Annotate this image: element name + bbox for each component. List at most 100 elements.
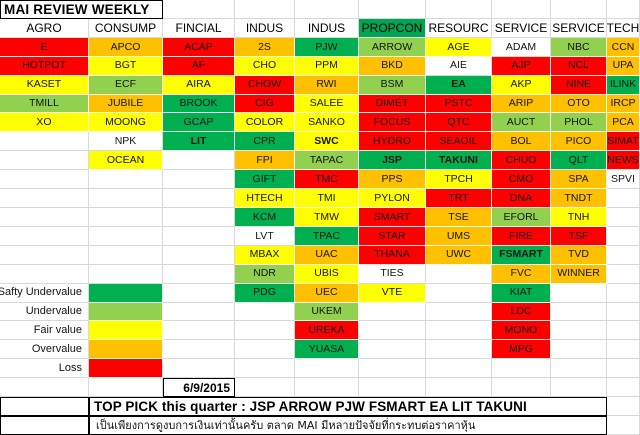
ticker-cell-cmo[interactable]: CMO [492,170,551,190]
ticker-cell-ajp[interactable]: AJP [492,56,551,76]
empty-cell[interactable] [163,302,235,322]
empty-cell[interactable] [235,302,295,322]
ticker-cell-ums[interactable]: UMS [426,226,492,246]
empty-cell[interactable] [551,340,607,360]
ticker-cell-tvd[interactable]: TVD [551,245,607,265]
empty-cell[interactable] [607,302,640,322]
ticker-cell-vte[interactable]: VTE [359,283,426,303]
ticker-cell-tmw[interactable]: TMW [295,207,359,227]
ticker-cell-fsmart[interactable]: FSMART [492,245,551,265]
ticker-cell-dna[interactable]: DNA [492,189,551,208]
empty-cell[interactable] [163,151,235,171]
ticker-cell-salee[interactable]: SALEE [295,94,359,114]
ticker-cell-mpg[interactable]: MPG [492,340,551,360]
ticker-cell-ecf[interactable]: ECF [89,75,163,95]
ticker-cell-aie[interactable]: AIE [426,56,492,76]
ticker-cell-adam[interactable]: ADAM [492,37,551,57]
ticker-cell-auct[interactable]: AUCT [492,113,551,133]
ticker-cell-tpac[interactable]: TPAC [295,226,359,246]
empty-cell[interactable] [163,340,235,360]
ticker-cell-2s[interactable]: 2S [235,37,295,57]
ticker-cell-ndr[interactable]: NDR [235,264,295,284]
ticker-cell-brook[interactable]: BROOK [163,94,235,114]
ticker-cell-fire[interactable]: FIRE [492,226,551,246]
empty-cell[interactable] [359,302,426,322]
date-cell[interactable]: 6/9/2015 [163,378,235,398]
ticker-cell-ldc[interactable]: LDC [492,302,551,322]
ticker-cell-thana[interactable]: THANA [359,245,426,265]
empty-cell[interactable] [492,0,551,19]
empty-cell[interactable] [492,378,551,398]
empty-cell[interactable] [607,359,640,379]
ticker-cell-e[interactable]: E [0,37,89,57]
ticker-cell-rwi[interactable]: RWI [295,75,359,95]
empty-cell[interactable] [163,264,235,284]
ticker-cell-aira[interactable]: AIRA [163,75,235,95]
ticker-cell-kcm[interactable]: KCM [235,207,295,227]
empty-cell[interactable] [89,170,163,190]
ticker-cell-uec[interactable]: UEC [295,283,359,303]
empty-cell[interactable] [551,359,607,379]
empty-cell[interactable] [89,378,163,398]
empty-cell[interactable] [359,0,426,19]
ticker-cell-yuasa[interactable]: YUASA [295,340,359,360]
empty-cell[interactable] [426,321,492,341]
empty-cell[interactable] [295,0,359,19]
ticker-cell-pico[interactable]: PICO [551,132,607,152]
ticker-cell-pdg[interactable]: PDG [235,283,295,303]
ticker-cell-arrow[interactable]: ARROW [359,37,426,57]
ticker-cell-xo[interactable]: XO [0,113,89,133]
empty-cell[interactable] [359,378,426,398]
ticker-cell-chuo[interactable]: CHUO [492,151,551,171]
empty-cell[interactable] [89,226,163,246]
ticker-cell-arip[interactable]: ARIP [492,94,551,114]
ticker-cell-bol[interactable]: BOL [492,132,551,152]
empty-cell[interactable] [0,132,89,152]
empty-cell[interactable] [359,321,426,341]
ticker-cell-gcap[interactable]: GCAP [163,113,235,133]
empty-cell[interactable] [607,397,640,416]
ticker-cell-moong[interactable]: MOONG [89,113,163,133]
ticker-cell-ppm[interactable]: PPM [295,56,359,76]
empty-cell[interactable] [89,264,163,284]
empty-cell[interactable] [426,264,492,284]
ticker-cell-pstc[interactable]: PSTC [426,94,492,114]
ticker-cell-ea[interactable]: EA [426,75,492,95]
empty-cell[interactable] [235,0,295,19]
ticker-cell-tmill[interactable]: TMILL [0,94,89,114]
ticker-cell-cpr[interactable]: CPR [235,132,295,152]
ticker-cell-fvc[interactable]: FVC [492,264,551,284]
ticker-cell-ircp[interactable]: IRCP [607,94,640,114]
ticker-cell-hydro[interactable]: HYDRO [359,132,426,152]
ticker-cell-smart[interactable]: SMART [359,207,426,227]
empty-cell[interactable] [163,0,235,19]
empty-cell[interactable] [235,340,295,360]
ticker-cell-apco[interactable]: APCO [89,37,163,57]
empty-cell[interactable] [163,189,235,208]
ticker-cell-pjw[interactable]: PJW [295,37,359,57]
empty-cell[interactable] [0,245,89,265]
empty-cell[interactable] [607,207,640,227]
ticker-cell-ubis[interactable]: UBIS [295,264,359,284]
ticker-cell-bsm[interactable]: BSM [359,75,426,95]
ticker-cell-fpi[interactable]: FPI [235,151,295,171]
ticker-cell-pps[interactable]: PPS [359,170,426,190]
empty-cell[interactable] [359,340,426,360]
ticker-cell-mbax[interactable]: MBAX [235,245,295,265]
ticker-cell-qtc[interactable]: QTC [426,113,492,133]
ticker-cell-age[interactable]: AGE [426,37,492,57]
ticker-cell-tpch[interactable]: TPCH [426,170,492,190]
ticker-cell-tapac[interactable]: TAPAC [295,151,359,171]
ticker-cell-eforl[interactable]: EFORL [492,207,551,227]
ticker-cell-bkd[interactable]: BKD [359,56,426,76]
ticker-cell-gift[interactable]: GIFT [235,170,295,190]
ticker-cell-af[interactable]: AF [163,56,235,76]
empty-cell[interactable] [426,0,492,19]
empty-cell[interactable] [607,340,640,360]
ticker-cell-tsf[interactable]: TSF [551,226,607,246]
ticker-cell-color[interactable]: COLOR [235,113,295,133]
empty-cell[interactable] [295,378,359,398]
ticker-cell-acap[interactable]: ACAP [163,37,235,57]
ticker-cell-hotpot[interactable]: HOTPOT [0,56,89,76]
empty-cell[interactable] [163,207,235,227]
